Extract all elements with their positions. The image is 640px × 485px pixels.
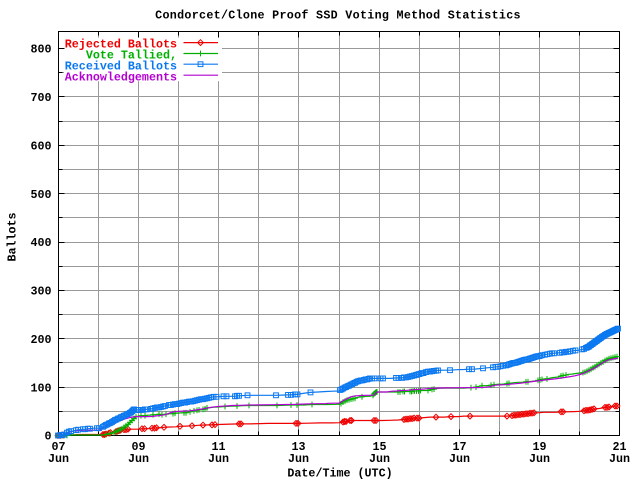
svg-text:Ballots: Ballots xyxy=(6,212,20,261)
svg-text:Vote Tallied,: Vote Tallied, xyxy=(86,49,177,63)
svg-text:15: 15 xyxy=(372,440,386,454)
svg-text:Rejected Ballots: Rejected Ballots xyxy=(65,38,177,52)
svg-text:11: 11 xyxy=(211,440,225,454)
svg-text:09: 09 xyxy=(131,440,145,454)
svg-text:21: 21 xyxy=(612,440,626,454)
svg-text:Jun: Jun xyxy=(208,452,229,466)
svg-text:Jun: Jun xyxy=(288,452,309,466)
svg-text:Jun: Jun xyxy=(128,452,149,466)
svg-text:13: 13 xyxy=(291,440,305,454)
svg-text:Acknowledgements: Acknowledgements xyxy=(65,70,177,84)
svg-text:Jun: Jun xyxy=(449,452,470,466)
svg-text:Date/Time (UTC): Date/Time (UTC) xyxy=(287,467,392,481)
svg-text:17: 17 xyxy=(452,440,466,454)
svg-text:Condorcet/Clone Proof SSD Voti: Condorcet/Clone Proof SSD Voting Method … xyxy=(155,8,521,22)
svg-text:600: 600 xyxy=(30,139,51,153)
svg-text:Jun: Jun xyxy=(529,452,550,466)
svg-text:700: 700 xyxy=(30,91,51,105)
svg-text:200: 200 xyxy=(30,333,51,347)
svg-text:Jun: Jun xyxy=(369,452,390,466)
svg-text:0: 0 xyxy=(44,430,51,444)
svg-text:400: 400 xyxy=(30,236,51,250)
svg-text:19: 19 xyxy=(532,440,546,454)
svg-text:Jun: Jun xyxy=(48,452,69,466)
svg-text:500: 500 xyxy=(30,188,51,202)
svg-text:800: 800 xyxy=(30,43,51,57)
svg-text:300: 300 xyxy=(30,285,51,299)
svg-text:07: 07 xyxy=(51,440,65,454)
svg-text:Jun: Jun xyxy=(609,452,630,466)
svg-text:Received Ballots: Received Ballots xyxy=(65,59,177,73)
svg-text:100: 100 xyxy=(30,381,51,395)
